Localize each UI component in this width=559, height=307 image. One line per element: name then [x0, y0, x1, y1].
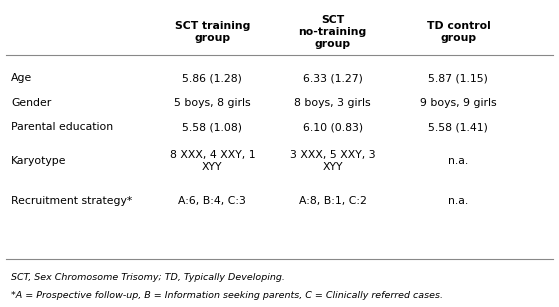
Text: 5.58 (1.08): 5.58 (1.08) — [182, 122, 243, 132]
Text: SCT, Sex Chromosome Trisomy; TD, Typically Developing.: SCT, Sex Chromosome Trisomy; TD, Typical… — [11, 273, 285, 282]
Text: 5.58 (1.41): 5.58 (1.41) — [428, 122, 489, 132]
Text: Age: Age — [11, 73, 32, 83]
Text: 5.87 (1.15): 5.87 (1.15) — [428, 73, 489, 83]
Text: 8 boys, 3 girls: 8 boys, 3 girls — [294, 99, 371, 108]
Text: 6.33 (1.27): 6.33 (1.27) — [302, 73, 363, 83]
Text: n.a.: n.a. — [448, 156, 468, 166]
Text: Recruitment strategy*: Recruitment strategy* — [11, 196, 132, 206]
Text: 6.10 (0.83): 6.10 (0.83) — [302, 122, 363, 132]
Text: Gender: Gender — [11, 99, 51, 108]
Text: A:6, B:4, C:3: A:6, B:4, C:3 — [178, 196, 247, 206]
Text: *A = Prospective follow-up, B = Information seeking parents, C = Clinically refe: *A = Prospective follow-up, B = Informat… — [11, 291, 443, 300]
Text: Parental education: Parental education — [11, 122, 113, 132]
Text: Karyotype: Karyotype — [11, 156, 67, 166]
Text: 5.86 (1.28): 5.86 (1.28) — [182, 73, 243, 83]
Text: 3 XXX, 5 XXY, 3
XYY: 3 XXX, 5 XXY, 3 XYY — [290, 150, 376, 172]
Text: 9 boys, 9 girls: 9 boys, 9 girls — [420, 99, 497, 108]
Text: 5 boys, 8 girls: 5 boys, 8 girls — [174, 99, 251, 108]
Text: TD control
group: TD control group — [427, 21, 490, 43]
Text: SCT training
group: SCT training group — [175, 21, 250, 43]
Text: 8 XXX, 4 XXY, 1
XYY: 8 XXX, 4 XXY, 1 XYY — [169, 150, 255, 172]
Text: n.a.: n.a. — [448, 196, 468, 206]
Text: SCT
no-training
group: SCT no-training group — [299, 15, 367, 49]
Text: A:8, B:1, C:2: A:8, B:1, C:2 — [299, 196, 367, 206]
